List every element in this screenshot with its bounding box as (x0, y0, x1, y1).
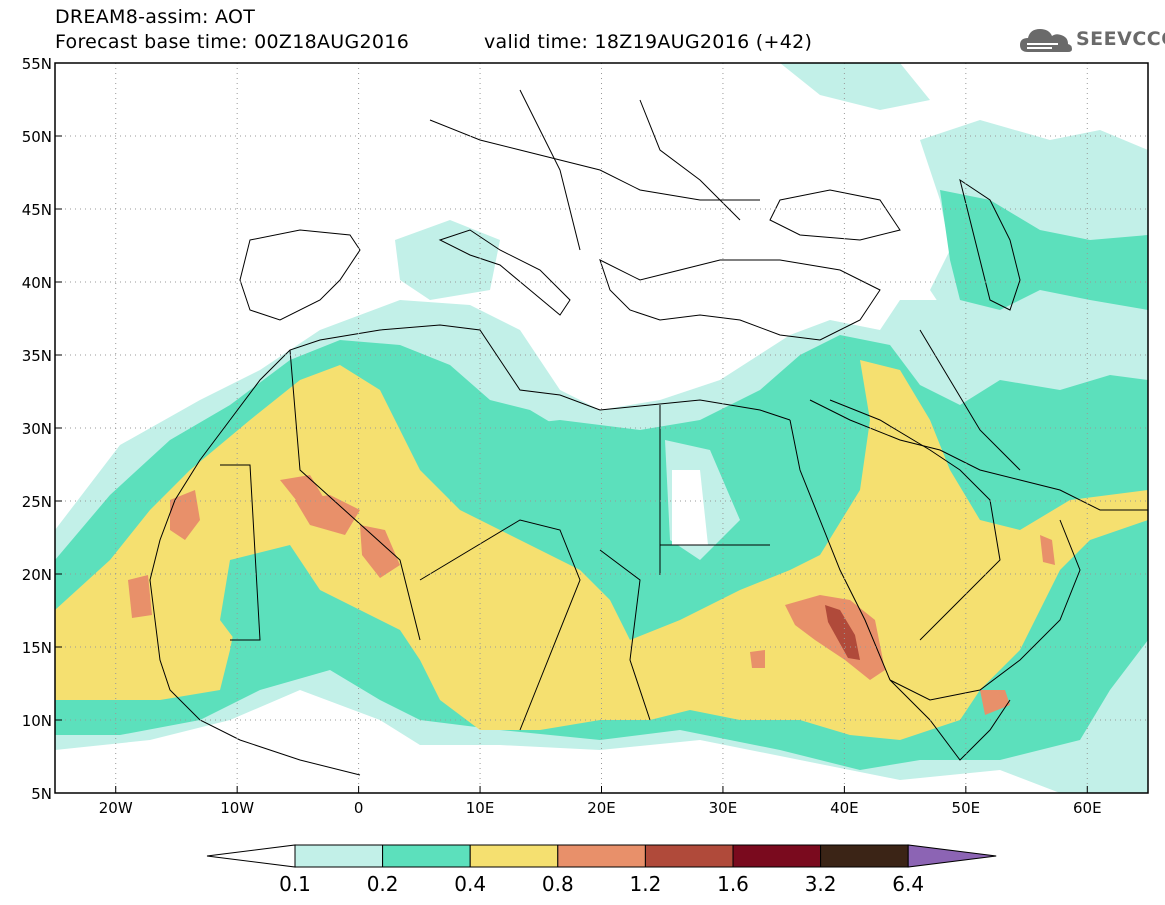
longitude-labels: 20W 10W 0 10E 20E 30E 40E 50E 60E (99, 786, 1102, 817)
lat-tick-label: 35N (22, 347, 52, 365)
colorbar-label: 1.6 (717, 872, 749, 896)
colorbar-swatch (294, 844, 384, 868)
forecast-base-time: Forecast base time: 00Z18AUG2016 (55, 31, 410, 53)
lon-tick-label: 10W (220, 799, 254, 817)
lat-tick-label: 50N (22, 128, 52, 146)
colorbar-over-arrow (907, 844, 997, 868)
lat-tick-label: 40N (22, 274, 52, 292)
coast-africa-west (149, 419, 361, 776)
logo-text: SEEVCCC (1076, 28, 1165, 50)
aot-patch-libya-green (470, 420, 650, 560)
colorbar-swatch (732, 844, 822, 868)
coast-caspian (959, 178, 1021, 311)
border-europe-1 (429, 119, 760, 201)
lon-tick-label: 60E (1073, 799, 1102, 817)
lat-tick-label: 25N (22, 493, 52, 511)
seevccc-logo: SEEVCCC (1018, 22, 1165, 58)
coast-arabia-south (889, 519, 1081, 701)
aot-band-0-8-algeria2 (360, 525, 400, 578)
coast-black-sea (769, 189, 901, 241)
lat-tick-label: 5N (31, 785, 52, 803)
colorbar: 0.1 0.2 0.4 0.8 1.2 1.6 3.2 6.4 (206, 844, 997, 896)
colorbar-label: 1.2 (629, 872, 661, 896)
colorbar-label: 0.1 (279, 872, 311, 896)
colorbar-swatch (382, 844, 471, 868)
aot-band-1-2 (825, 605, 860, 660)
aot-field (55, 63, 1148, 793)
aot-patch-north (780, 63, 930, 110)
border-sudan-chad (599, 549, 651, 721)
border-europe-2 (519, 89, 581, 251)
lat-tick-label: 45N (22, 201, 52, 219)
lon-tick-label: 0 (354, 799, 364, 817)
coast-arabia (809, 399, 1148, 511)
lon-tick-label: 20E (587, 799, 616, 817)
coast-horn (889, 679, 1011, 761)
coast-italy (438, 229, 571, 316)
model-title: DREAM8-assim: AOT (55, 6, 256, 28)
coast-red-sea (789, 419, 891, 681)
lon-tick-label: 10E (466, 799, 495, 817)
colorbar-label: 6.4 (892, 872, 924, 896)
colorbar-swatch (820, 844, 909, 868)
aot-band-0-8-somalia (980, 690, 1010, 715)
aot-patch-egypt-white (672, 470, 708, 545)
colorbar-label: 3.2 (805, 872, 837, 896)
coast-africa-north (229, 324, 791, 421)
border-saudi (829, 399, 1001, 641)
aot-band-0-8-sahel (750, 650, 765, 668)
border-mali (220, 464, 261, 641)
lon-tick-label: 50E (952, 799, 981, 817)
aot-band-0-8-sudan (785, 595, 885, 680)
aot-patch-sardinia (395, 220, 500, 300)
coast-greece-turkey (599, 259, 881, 341)
lat-tick-label: 20N (22, 566, 52, 584)
colorbar-swatch (469, 844, 559, 868)
colorbar-swatch (644, 844, 734, 868)
cloud-logo-icon (1020, 29, 1072, 52)
border-niger-chad (419, 519, 581, 731)
lon-tick-label: 40E (830, 799, 859, 817)
aot-band-0-8-maur (128, 575, 152, 618)
coastlines (149, 89, 1148, 776)
lat-tick-label: 15N (22, 639, 52, 657)
aot-band-0-8-algeria1 (295, 495, 360, 535)
aot-patch-caspian-green (940, 190, 1148, 310)
graticule (55, 63, 1148, 793)
lon-tick-label: 30E (709, 799, 738, 817)
lat-tick-label: 30N (22, 420, 52, 438)
latitude-labels: 55N 50N 45N 40N 35N 30N 25N 20N 15N 10N 5N (22, 55, 62, 803)
aot-band-0-8-west (170, 490, 200, 540)
lon-tick-label: 20W (99, 799, 133, 817)
colorbar-under-arrow (206, 844, 296, 868)
coast-iberia (239, 229, 361, 321)
colorbar-label: 0.2 (367, 872, 399, 896)
lat-tick-label: 55N (22, 55, 52, 73)
border-algeria (289, 349, 421, 641)
colorbar-label: 0.8 (542, 872, 574, 896)
border-europe-3 (639, 99, 741, 221)
valid-time: valid time: 18Z19AUG2016 (+42) (484, 31, 813, 53)
lat-tick-label: 10N (22, 712, 52, 730)
colorbar-label: 0.4 (454, 872, 486, 896)
aot-band-0-8-oman (1040, 535, 1055, 565)
colorbar-swatch (557, 844, 646, 868)
